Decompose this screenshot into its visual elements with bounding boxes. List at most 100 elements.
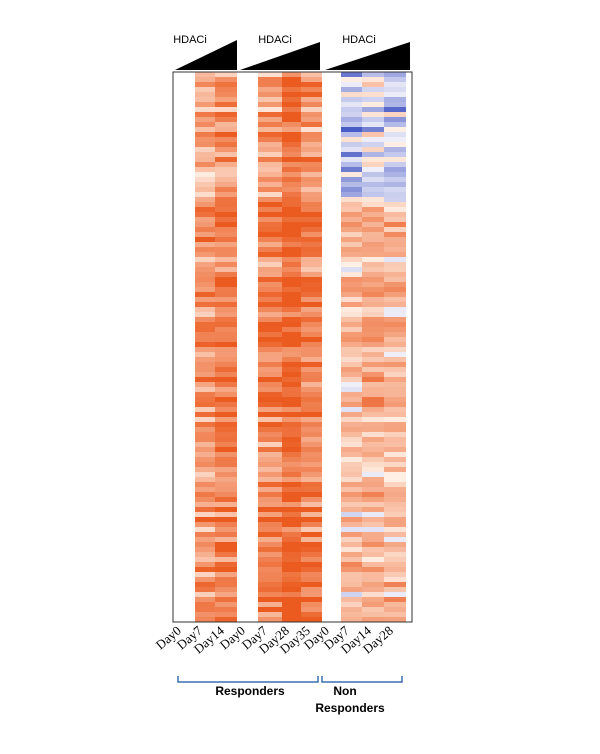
heatmap-cell xyxy=(362,552,384,558)
heatmap-cell xyxy=(301,527,322,533)
heatmap-cell xyxy=(282,367,301,373)
heatmap-cell xyxy=(362,92,384,98)
heatmap-cell xyxy=(195,592,215,598)
heatmap-cell xyxy=(362,347,384,353)
heatmap-cell xyxy=(301,172,322,178)
heatmap-cell xyxy=(282,152,301,158)
heatmap-cell xyxy=(215,602,237,608)
heatmap-cell xyxy=(282,567,301,573)
heatmap-cell xyxy=(362,287,384,293)
heatmap-cell xyxy=(341,322,362,328)
heatmap-cell xyxy=(282,457,301,463)
heatmap-cell xyxy=(215,552,237,558)
heatmap-cell xyxy=(362,617,384,623)
heatmap-cell xyxy=(282,87,301,93)
heatmap-cell xyxy=(282,312,301,318)
heatmap-cell xyxy=(215,222,237,228)
heatmap-cell xyxy=(384,587,406,593)
heatmap-cell xyxy=(301,107,322,113)
heatmap-cell xyxy=(282,517,301,523)
heatmap-cell xyxy=(301,412,322,418)
header-label: HDACi xyxy=(342,34,376,46)
heatmap-cell xyxy=(258,402,282,408)
heatmap-cell xyxy=(384,207,406,213)
heatmap-cell xyxy=(258,552,282,558)
heatmap-cell xyxy=(341,247,362,253)
heatmap-cell xyxy=(282,167,301,173)
heatmap-cell xyxy=(215,592,237,598)
heatmap-cell xyxy=(341,562,362,568)
heatmap-cell xyxy=(215,512,237,518)
heatmap-cell xyxy=(362,297,384,303)
heatmap-cell xyxy=(258,362,282,368)
heatmap-cell xyxy=(195,427,215,433)
heatmap-cell xyxy=(384,612,406,618)
heatmap-cell xyxy=(384,527,406,533)
heatmap-cell xyxy=(282,522,301,528)
dose-triangle xyxy=(175,40,237,70)
heatmap-cell xyxy=(301,102,322,108)
heatmap-cell xyxy=(195,252,215,258)
heatmap-cell xyxy=(362,242,384,248)
heatmap-cell xyxy=(215,172,237,178)
heatmap-cell xyxy=(341,612,362,618)
heatmap-cell xyxy=(195,457,215,463)
heatmap-cell xyxy=(258,117,282,123)
heatmap-cell xyxy=(341,72,362,78)
heatmap-cell xyxy=(282,572,301,578)
heatmap-cell xyxy=(195,262,215,268)
heatmap-cell xyxy=(282,477,301,483)
heatmap-cell xyxy=(282,592,301,598)
heatmap-cell xyxy=(362,337,384,343)
heatmap-cell xyxy=(301,282,322,288)
heatmap-cell xyxy=(258,602,282,608)
heatmap-cell xyxy=(301,322,322,328)
heatmap-cell xyxy=(195,97,215,103)
heatmap-cell xyxy=(341,442,362,448)
heatmap-cell xyxy=(384,282,406,288)
heatmap-cell xyxy=(282,157,301,163)
heatmap-cell xyxy=(341,477,362,483)
heatmap-cell xyxy=(215,307,237,313)
heatmap-cell xyxy=(301,87,322,93)
heatmap-cell xyxy=(215,227,237,233)
heatmap-cell xyxy=(384,292,406,298)
heatmap-cell xyxy=(362,117,384,123)
heatmap-cell xyxy=(195,542,215,548)
heatmap-cell xyxy=(301,547,322,553)
heatmap-cell xyxy=(384,432,406,438)
heatmap-cell xyxy=(215,397,237,403)
heatmap-cell xyxy=(301,187,322,193)
heatmap-cell xyxy=(282,452,301,458)
heatmap-cell xyxy=(301,377,322,383)
heatmap-cell xyxy=(258,557,282,563)
heatmap-cell xyxy=(301,382,322,388)
heatmap-cell xyxy=(258,592,282,598)
heatmap-cell xyxy=(215,442,237,448)
heatmap-cell xyxy=(362,427,384,433)
heatmap-cell xyxy=(195,377,215,383)
heatmap-cell xyxy=(258,607,282,613)
heatmap-cell xyxy=(282,127,301,133)
heatmap-cell xyxy=(195,167,215,173)
heatmap-cell xyxy=(341,277,362,283)
heatmap-cell xyxy=(282,192,301,198)
heatmap-cell xyxy=(384,447,406,453)
heatmap-cell xyxy=(362,202,384,208)
heatmap-cell xyxy=(341,267,362,273)
heatmap-cell xyxy=(258,542,282,548)
heatmap-cell xyxy=(195,572,215,578)
heatmap-cell xyxy=(282,327,301,333)
heatmap-cell xyxy=(258,597,282,603)
heatmap-cell xyxy=(301,227,322,233)
heatmap-cell xyxy=(258,447,282,453)
heatmap-cell xyxy=(215,327,237,333)
heatmap-cell xyxy=(362,542,384,548)
heatmap-cell xyxy=(301,592,322,598)
heatmap-cell xyxy=(195,482,215,488)
heatmap-cell xyxy=(341,217,362,223)
heatmap-cell xyxy=(341,177,362,183)
heatmap-cell xyxy=(341,362,362,368)
heatmap-cell xyxy=(384,197,406,203)
heatmap-cell xyxy=(258,532,282,538)
